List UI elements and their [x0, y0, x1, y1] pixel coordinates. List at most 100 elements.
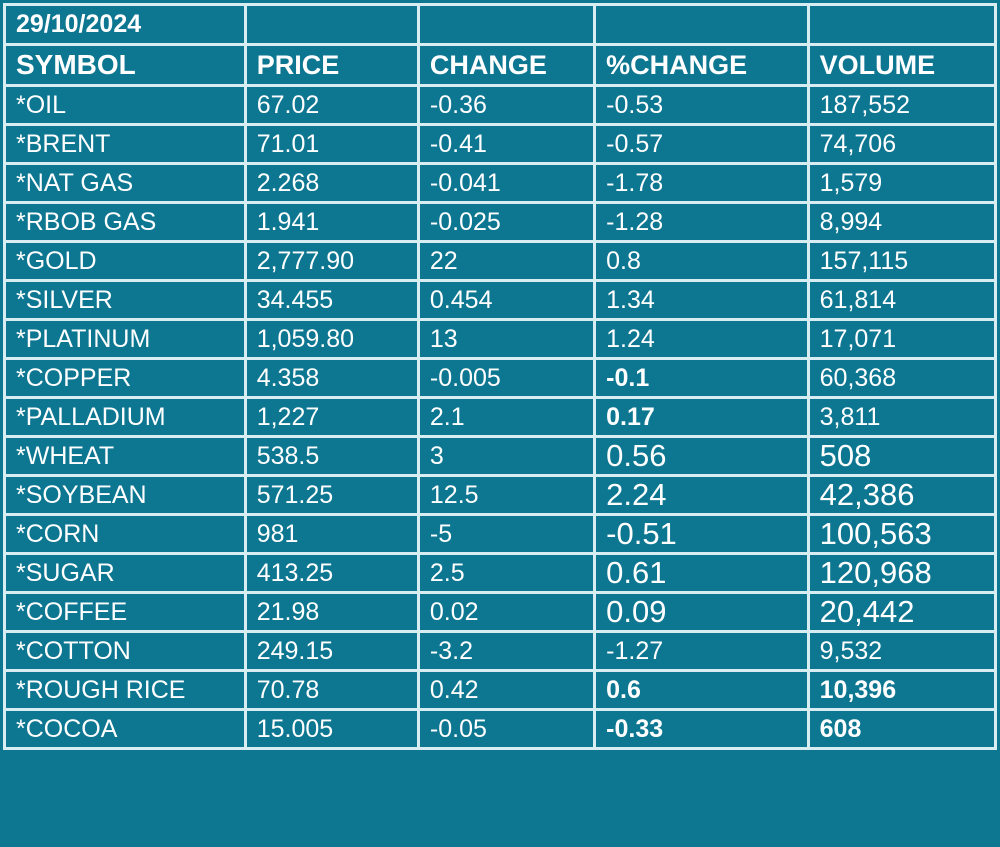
- change-cell: 0.42: [416, 669, 597, 711]
- change-cell: 2.1: [416, 396, 597, 438]
- symbol-cell: *COFFEE: [3, 591, 247, 633]
- volume-cell: 74,706: [806, 123, 998, 165]
- pct-change-cell: -0.57: [593, 123, 810, 165]
- change-cell: 2.5: [416, 552, 597, 594]
- pct-change-cell: 0.56: [593, 435, 810, 477]
- symbol-cell: *OIL: [3, 84, 247, 126]
- change-cell: 22: [416, 240, 597, 282]
- price-cell: 1.941: [243, 201, 420, 243]
- change-cell: 12.5: [416, 474, 597, 516]
- volume-cell: 508: [806, 435, 998, 477]
- table-row: *OIL 67.02 -0.36 -0.53 187,552: [3, 84, 998, 126]
- table-row: *CORN 981 -5 -0.51 100,563: [3, 513, 998, 555]
- volume-cell: 20,442: [806, 591, 998, 633]
- change-cell: 13: [416, 318, 597, 360]
- header-price: PRICE: [243, 43, 420, 87]
- change-cell: 0.454: [416, 279, 597, 321]
- price-cell: 538.5: [243, 435, 420, 477]
- volume-cell: 42,386: [806, 474, 998, 516]
- change-cell: -0.36: [416, 84, 597, 126]
- table-row: *ROUGH RICE 70.78 0.42 0.6 10,396: [3, 669, 998, 711]
- table-row: *PLATINUM 1,059.80 13 1.24 17,071: [3, 318, 998, 360]
- symbol-cell: *GOLD: [3, 240, 247, 282]
- volume-cell: 3,811: [806, 396, 998, 438]
- symbol-cell: *NAT GAS: [3, 162, 247, 204]
- symbol-cell: *SOYBEAN: [3, 474, 247, 516]
- header-symbol: SYMBOL: [3, 43, 247, 87]
- empty-cell: [593, 3, 810, 46]
- volume-cell: 120,968: [806, 552, 998, 594]
- volume-cell: 608: [806, 708, 998, 750]
- header-change: CHANGE: [416, 43, 597, 87]
- price-cell: 34.455: [243, 279, 420, 321]
- symbol-cell: *CORN: [3, 513, 247, 555]
- table-row: *GOLD 2,777.90 22 0.8 157,115: [3, 240, 998, 282]
- table-row: *SUGAR 413.25 2.5 0.61 120,968: [3, 552, 998, 594]
- price-cell: 413.25: [243, 552, 420, 594]
- symbol-cell: *COCOA: [3, 708, 247, 750]
- empty-cell: [806, 3, 998, 46]
- change-cell: 3: [416, 435, 597, 477]
- volume-cell: 9,532: [806, 630, 998, 672]
- symbol-cell: *COTTON: [3, 630, 247, 672]
- change-cell: -5: [416, 513, 597, 555]
- price-cell: 249.15: [243, 630, 420, 672]
- price-cell: 67.02: [243, 84, 420, 126]
- volume-cell: 17,071: [806, 318, 998, 360]
- table-row: *COPPER 4.358 -0.005 -0.1 60,368: [3, 357, 998, 399]
- empty-cell: [416, 3, 597, 46]
- change-cell: -0.41: [416, 123, 597, 165]
- price-cell: 981: [243, 513, 420, 555]
- table-row: *COCOA 15.005 -0.05 -0.33 608: [3, 708, 998, 750]
- pct-change-cell: -1.28: [593, 201, 810, 243]
- price-cell: 71.01: [243, 123, 420, 165]
- volume-cell: 1,579: [806, 162, 998, 204]
- pct-change-cell: -0.51: [593, 513, 810, 555]
- symbol-cell: *WHEAT: [3, 435, 247, 477]
- price-cell: 1,227: [243, 396, 420, 438]
- empty-cell: [243, 3, 420, 46]
- pct-change-cell: -0.33: [593, 708, 810, 750]
- header-row: SYMBOL PRICE CHANGE %CHANGE VOLUME: [3, 43, 998, 87]
- date-row: 29/10/2024: [3, 3, 998, 46]
- pct-change-cell: 0.17: [593, 396, 810, 438]
- change-cell: 0.02: [416, 591, 597, 633]
- table-row: *COTTON 249.15 -3.2 -1.27 9,532: [3, 630, 998, 672]
- pct-change-cell: -1.78: [593, 162, 810, 204]
- volume-cell: 10,396: [806, 669, 998, 711]
- price-cell: 2.268: [243, 162, 420, 204]
- pct-change-cell: 0.09: [593, 591, 810, 633]
- price-cell: 571.25: [243, 474, 420, 516]
- symbol-cell: *COPPER: [3, 357, 247, 399]
- pct-change-cell: -0.53: [593, 84, 810, 126]
- price-cell: 1,059.80: [243, 318, 420, 360]
- symbol-cell: *PLATINUM: [3, 318, 247, 360]
- price-cell: 21.98: [243, 591, 420, 633]
- change-cell: -0.005: [416, 357, 597, 399]
- change-cell: -3.2: [416, 630, 597, 672]
- pct-change-cell: -0.1: [593, 357, 810, 399]
- table-row: *PALLADIUM 1,227 2.1 0.17 3,811: [3, 396, 998, 438]
- table-row: *WHEAT 538.5 3 0.56 508: [3, 435, 998, 477]
- pct-change-cell: -1.27: [593, 630, 810, 672]
- volume-cell: 61,814: [806, 279, 998, 321]
- date-label: 29/10/2024: [3, 3, 247, 46]
- price-cell: 4.358: [243, 357, 420, 399]
- volume-cell: 8,994: [806, 201, 998, 243]
- price-cell: 70.78: [243, 669, 420, 711]
- table-row: *SOYBEAN 571.25 12.5 2.24 42,386: [3, 474, 998, 516]
- symbol-cell: *BRENT: [3, 123, 247, 165]
- table-row: *RBOB GAS 1.941 -0.025 -1.28 8,994: [3, 201, 998, 243]
- table-row: *NAT GAS 2.268 -0.041 -1.78 1,579: [3, 162, 998, 204]
- table-row: *COFFEE 21.98 0.02 0.09 20,442: [3, 591, 998, 633]
- commodities-table: 29/10/2024 SYMBOL PRICE CHANGE %CHANGE V…: [3, 3, 998, 750]
- pct-change-cell: 0.61: [593, 552, 810, 594]
- symbol-cell: *RBOB GAS: [3, 201, 247, 243]
- price-cell: 2,777.90: [243, 240, 420, 282]
- volume-cell: 100,563: [806, 513, 998, 555]
- change-cell: -0.05: [416, 708, 597, 750]
- change-cell: -0.025: [416, 201, 597, 243]
- table-row: *BRENT 71.01 -0.41 -0.57 74,706: [3, 123, 998, 165]
- pct-change-cell: 0.8: [593, 240, 810, 282]
- symbol-cell: *SUGAR: [3, 552, 247, 594]
